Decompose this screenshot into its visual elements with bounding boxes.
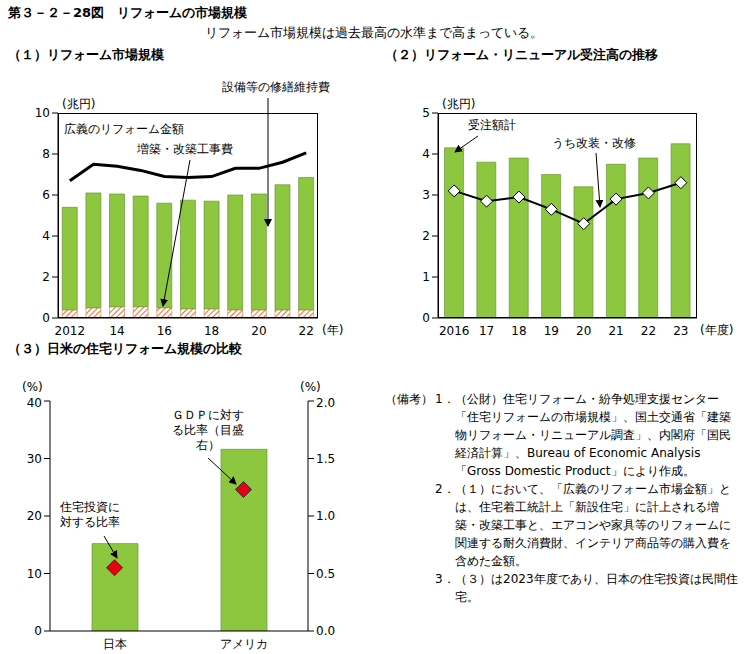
- html-text:(兆円): (兆円): [442, 97, 476, 111]
- svg-text:5: 5: [422, 106, 430, 120]
- svg-text:20: 20: [251, 324, 266, 338]
- svg-text:20: 20: [27, 509, 42, 523]
- html-text:(年): (年): [322, 323, 344, 337]
- html-text:（１）リフォーム市場規模: （１）リフォーム市場規模: [8, 47, 164, 62]
- svg-text:23: 23: [673, 324, 688, 338]
- html-text:広義のリフォーム金額: 広義のリフォーム金額: [64, 122, 184, 136]
- svg-text:6: 6: [42, 188, 50, 202]
- html-text:3．（３）は2023年度であり、日本の住宅投資は民間住宅。: 3．（３）は2023年度であり、日本の住宅投資は民間住宅。: [435, 572, 738, 604]
- svg-text:2: 2: [42, 270, 50, 284]
- svg-text:20: 20: [576, 324, 591, 338]
- svg-text:18: 18: [511, 324, 526, 338]
- html-text:（２）リフォーム・リニューアル受注高の推移: （２）リフォーム・リニューアル受注高の推移: [385, 47, 658, 62]
- svg-text:0: 0: [34, 624, 42, 638]
- svg-text:40: 40: [27, 396, 42, 410]
- svg-text:4: 4: [42, 229, 50, 243]
- svg-text:17: 17: [479, 324, 494, 338]
- svg-text:0: 0: [422, 311, 430, 325]
- html-text:(兆円): (兆円): [62, 97, 96, 111]
- svg-text:2016: 2016: [439, 324, 470, 338]
- svg-text:30: 30: [27, 452, 42, 466]
- svg-text:22: 22: [641, 324, 656, 338]
- html-text:住宅投資に対する比率: 住宅投資に対する比率: [60, 500, 120, 529]
- svg-text:2: 2: [422, 229, 430, 243]
- svg-text:19: 19: [544, 324, 559, 338]
- svg-text:1.0: 1.0: [316, 509, 335, 523]
- svg-text:日本: 日本: [103, 637, 127, 651]
- svg-text:10: 10: [27, 567, 42, 581]
- svg-text:0.5: 0.5: [316, 567, 335, 581]
- svg-text:1: 1: [422, 270, 430, 284]
- svg-text:2012: 2012: [55, 324, 86, 338]
- svg-text:0: 0: [42, 311, 50, 325]
- html-text:リフォーム市場規模は過去最高の水準まで高まっている。: リフォーム市場規模は過去最高の水準まで高まっている。: [204, 25, 543, 40]
- html-text:設備等の修繕維持費: 設備等の修繕維持費: [222, 80, 330, 94]
- html-text:第３－２－28図 リフォームの市場規模: 第３－２－28図 リフォームの市場規模: [8, 5, 248, 20]
- svg-text:2.0: 2.0: [316, 396, 335, 410]
- svg-text:1.5: 1.5: [316, 452, 335, 466]
- html-text:うち改装・改修: うち改装・改修: [552, 136, 636, 150]
- svg-text:4: 4: [422, 147, 430, 161]
- svg-text:16: 16: [157, 324, 172, 338]
- svg-text:3: 3: [422, 188, 430, 202]
- svg-text:21: 21: [608, 324, 623, 338]
- html-text:(年度): (年度): [700, 323, 734, 337]
- svg-text:14: 14: [109, 324, 124, 338]
- html-text:（３）日米の住宅リフォーム規模の比較: （３）日米の住宅リフォーム規模の比較: [8, 341, 242, 356]
- svg-text:22: 22: [299, 324, 314, 338]
- html-text:増築・改築工事費: 増築・改築工事費: [137, 142, 233, 156]
- svg-text:アメリカ: アメリカ: [220, 637, 268, 651]
- html-text:（備考） 1．（公財）住宅リフォーム・紛争処理支援センター「: （備考） 1．（公財）住宅リフォーム・紛争処理支援センター「住宅リフォームの市場…: [385, 392, 731, 478]
- html-text:2．（１）において、「広義のリフォーム市場金額」とは、住宅着: 2．（１）において、「広義のリフォーム市場金額」とは、住宅着工統計上「新設住宅」…: [435, 482, 731, 568]
- html-text:ＧＤＰに対する比率（目盛右）: ＧＤＰに対する比率（目盛右）: [172, 408, 244, 452]
- svg-text:0.0: 0.0: [316, 624, 335, 638]
- svg-text:10: 10: [35, 106, 50, 120]
- html-text:受注額計: 受注額計: [468, 118, 516, 132]
- svg-text:8: 8: [42, 147, 50, 161]
- svg-text:18: 18: [204, 324, 219, 338]
